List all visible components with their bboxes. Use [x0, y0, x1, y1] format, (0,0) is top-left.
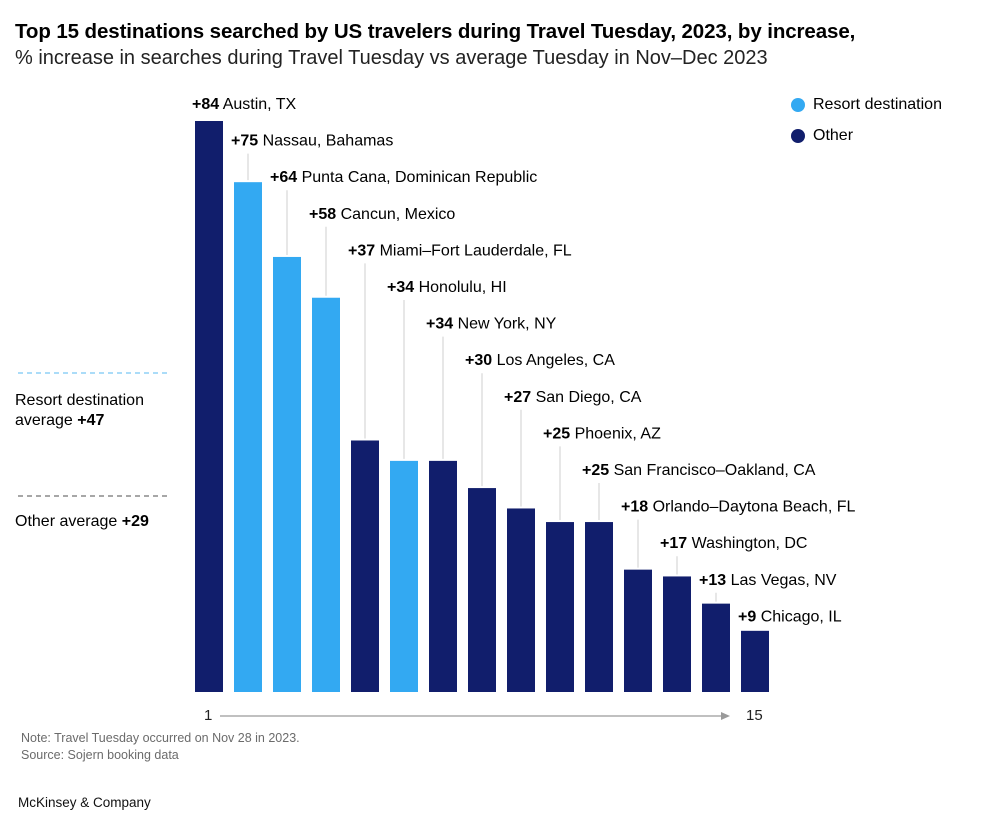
bar-category-3: Punta Cana, Dominican Republic	[297, 169, 537, 186]
bar-value-3: +64	[270, 169, 297, 186]
note-text: Note: Travel Tuesday occurred on Nov 28 …	[21, 731, 300, 745]
bar-value-14: +13	[699, 572, 726, 589]
bar-category-9: San Diego, CA	[531, 389, 642, 406]
bar-category-15: Chicago, IL	[756, 608, 841, 625]
bar-value-5: +37	[348, 242, 375, 259]
bar-label-12: +18 Orlando–Daytona Beach, FL	[621, 499, 855, 516]
bar-value-6: +34	[387, 279, 414, 296]
bar-label-8: +30 Los Angeles, CA	[465, 352, 615, 369]
bar-value-9: +27	[504, 389, 531, 406]
legend-item-resort: Resort destination	[791, 96, 942, 114]
bar-category-2: Nassau, Bahamas	[258, 133, 393, 150]
bar-category-12: Orlando–Daytona Beach, FL	[648, 499, 855, 516]
bar-label-14: +13 Las Vegas, NV	[699, 572, 837, 589]
bar-label-1: +84 Austin, TX	[192, 96, 297, 113]
legend-label-other: Other	[813, 127, 854, 144]
bar-9	[507, 508, 535, 692]
bar-5	[351, 440, 379, 692]
bar-1	[195, 121, 223, 692]
bar-value-15: +9	[738, 608, 756, 625]
bar-category-14: Las Vegas, NV	[726, 572, 837, 589]
rank-start-label: 1	[204, 707, 213, 724]
bar-label-15: +9 Chicago, IL	[738, 608, 842, 625]
bar-label-10: +25 Phoenix, AZ	[543, 425, 661, 442]
rank-axis-arrow	[721, 712, 730, 720]
bar-value-2: +75	[231, 133, 258, 150]
bar-7	[429, 460, 457, 692]
other-average-label: Other average +29	[15, 512, 149, 532]
legend-item-other: Other	[791, 127, 853, 145]
source-text: Source: Sojern booking data	[21, 748, 179, 762]
bar-label-6: +34 Honolulu, HI	[387, 279, 507, 296]
bar-12	[624, 569, 652, 692]
bar-value-11: +25	[582, 462, 609, 479]
bar-label-2: +75 Nassau, Bahamas	[231, 133, 393, 150]
bar-value-10: +25	[543, 425, 570, 442]
bar-category-8: Los Angeles, CA	[492, 352, 615, 369]
legend-label-resort: Resort destination	[813, 96, 942, 113]
resort-average-line1: Resort destination	[15, 392, 144, 409]
bar-label-9: +27 San Diego, CA	[504, 389, 642, 406]
bar-category-13: Washington, DC	[687, 535, 807, 552]
bar-category-6: Honolulu, HI	[414, 279, 507, 296]
bar-13	[663, 576, 691, 692]
bar-value-12: +18	[621, 499, 648, 516]
other-average-value: +29	[121, 513, 149, 530]
bar-2	[234, 182, 262, 692]
bar-10	[546, 522, 574, 692]
bar-value-13: +17	[660, 535, 687, 552]
bar-6	[390, 460, 418, 692]
resort-average-value: +47	[77, 412, 105, 429]
rank-end-label: 15	[746, 707, 763, 724]
bar-category-7: New York, NY	[453, 316, 556, 333]
bar-value-7: +34	[426, 316, 453, 333]
bar-value-8: +30	[465, 352, 492, 369]
bar-11	[585, 522, 613, 692]
bar-8	[468, 488, 496, 692]
bar-label-4: +58 Cancun, Mexico	[309, 206, 455, 223]
resort-average-line2: average	[15, 412, 73, 429]
bar-category-5: Miami–Fort Lauderdale, FL	[375, 242, 572, 259]
bar-category-4: Cancun, Mexico	[336, 206, 455, 223]
bar-4	[312, 297, 340, 692]
bar-category-11: San Francisco–Oakland, CA	[609, 462, 816, 479]
brand-logo-text: McKinsey & Company	[18, 795, 151, 810]
bar-label-13: +17 Washington, DC	[660, 535, 807, 552]
legend-swatch-other	[791, 129, 805, 143]
bar-category-10: Phoenix, AZ	[570, 425, 661, 442]
bar-3	[273, 256, 301, 692]
bar-value-4: +58	[309, 206, 336, 223]
bar-label-3: +64 Punta Cana, Dominican Republic	[270, 169, 537, 186]
bar-label-5: +37 Miami–Fort Lauderdale, FL	[348, 242, 572, 259]
bar-15	[741, 630, 769, 692]
bar-value-1: +84	[192, 96, 219, 113]
bar-label-11: +25 San Francisco–Oakland, CA	[582, 462, 816, 479]
bar-label-7: +34 New York, NY	[426, 316, 557, 333]
legend-swatch-resort	[791, 98, 805, 112]
chart-title: Top 15 destinations searched by US trave…	[15, 20, 856, 43]
bar-14	[702, 603, 730, 692]
resort-average-label: Resort destination average +47	[15, 391, 144, 431]
chart-subtitle: % increase in searches during Travel Tue…	[15, 47, 768, 69]
other-average-line1: Other average	[15, 513, 118, 530]
bar-category-1: Austin, TX	[219, 96, 296, 113]
